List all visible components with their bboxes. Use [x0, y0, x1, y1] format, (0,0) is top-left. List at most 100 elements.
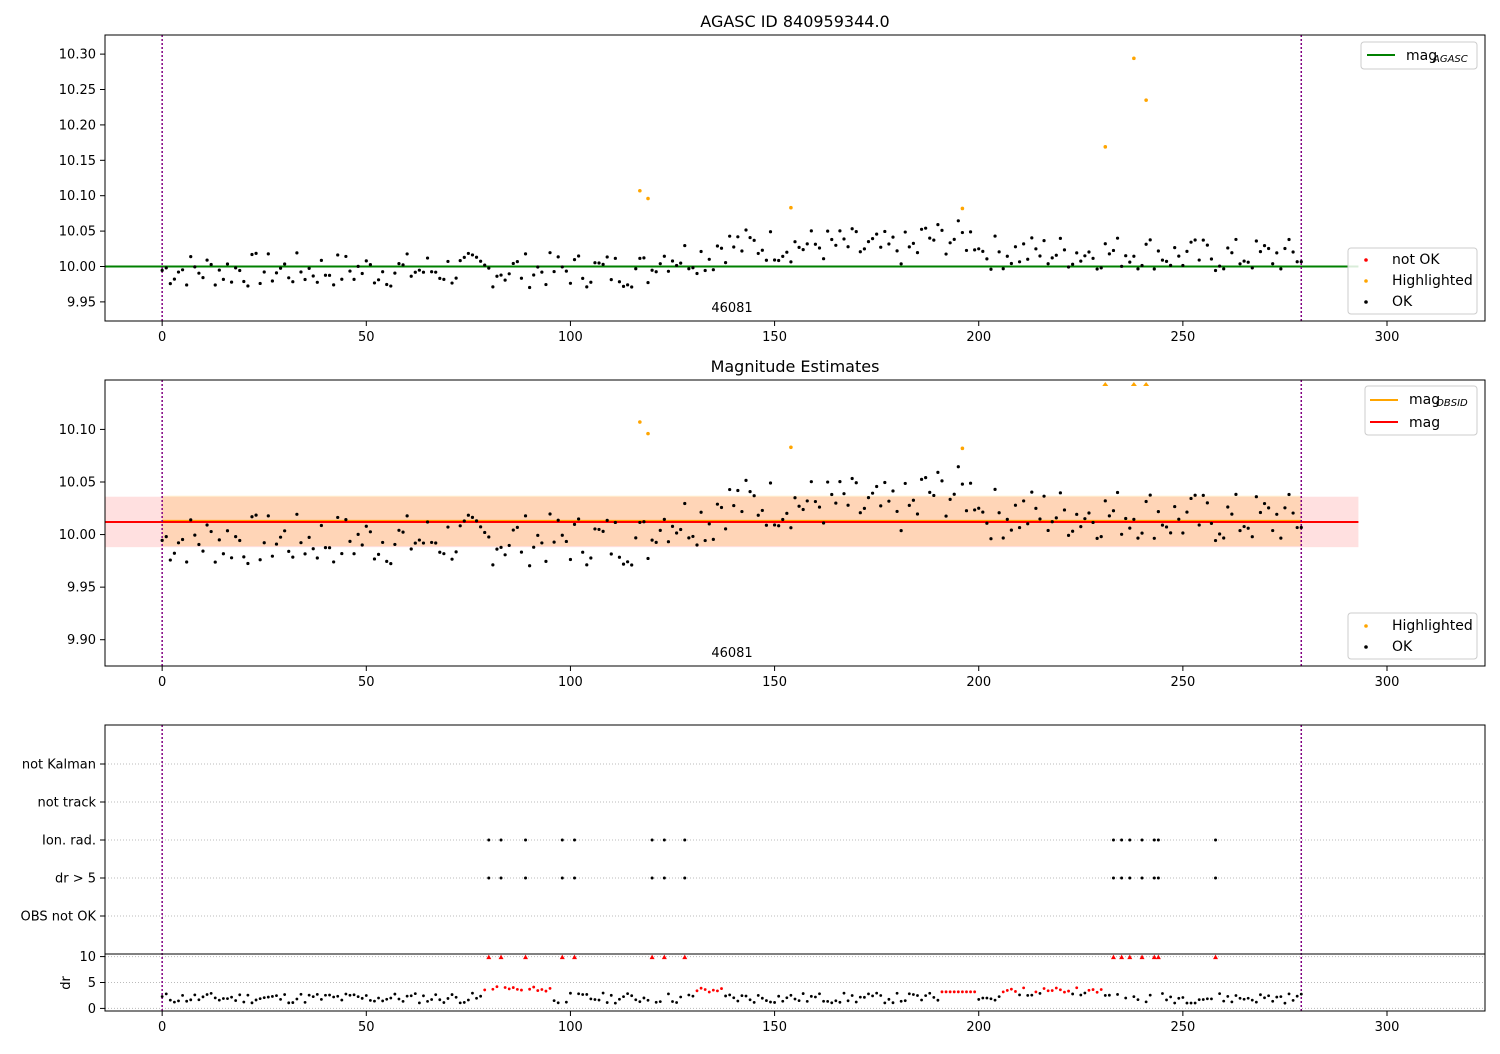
highlighted-point — [960, 206, 965, 211]
ok-point — [891, 235, 895, 239]
dr-point — [201, 995, 205, 999]
dr-point — [830, 1001, 834, 1005]
ok-point — [809, 229, 813, 233]
ok-point — [944, 514, 948, 518]
ok-point — [287, 549, 291, 553]
dr-point-flagged — [969, 990, 972, 994]
ok-point — [160, 268, 164, 272]
dr-clipped-marker — [1213, 954, 1219, 960]
dr-point — [903, 999, 907, 1003]
ok-point — [319, 523, 323, 528]
dr-point-flagged — [1075, 986, 1079, 990]
dr-point — [875, 991, 879, 995]
dr-point — [442, 1001, 446, 1004]
off-scale-marker — [1102, 382, 1109, 386]
ok-point — [740, 249, 744, 253]
ok-point — [1242, 259, 1246, 263]
dr-point — [275, 994, 278, 998]
ok-point — [376, 552, 381, 556]
dr-point — [1299, 992, 1303, 996]
dr-point — [466, 998, 470, 1002]
ok-point — [1095, 267, 1099, 271]
ok-point — [303, 552, 307, 556]
ok-point — [695, 543, 699, 547]
dr-point — [585, 993, 589, 996]
dr-point — [356, 995, 360, 999]
ok-point — [997, 250, 1001, 254]
dr-point-flagged — [544, 989, 548, 993]
dr-tick-label: 5 — [88, 976, 96, 991]
ok-point — [662, 254, 666, 258]
dr-point — [785, 996, 789, 1000]
dr-point — [454, 995, 458, 999]
ok-point — [266, 252, 270, 256]
panel1-frame — [104, 34, 1486, 322]
ok-point — [311, 547, 315, 551]
dr-point-flagged — [548, 986, 552, 990]
dr-point — [234, 999, 238, 1002]
ok-point — [454, 550, 458, 554]
ok-point — [764, 523, 769, 527]
dr-point-flagged — [1087, 988, 1091, 992]
ok-point — [850, 227, 854, 231]
ok-point — [1222, 267, 1226, 271]
ok-point — [1258, 250, 1263, 254]
ok-point — [626, 283, 630, 287]
ok-point — [911, 498, 916, 502]
dr-point-flagged — [699, 986, 703, 990]
ok-point — [189, 255, 193, 259]
y-tick-label: 10.15 — [59, 154, 96, 169]
ok-point — [446, 259, 450, 264]
dr-point-flagged — [536, 989, 540, 992]
ok-point — [850, 476, 854, 481]
ok-point — [940, 479, 944, 483]
ok-point — [1152, 267, 1156, 271]
ok-point — [528, 564, 532, 568]
ok-point — [1148, 493, 1152, 497]
ok-point — [613, 520, 617, 525]
dr-point — [581, 993, 585, 996]
ok-point — [544, 282, 548, 287]
dr-point-flagged — [711, 988, 715, 992]
ok-point — [842, 237, 846, 241]
panel2-line-legend: mag OBSID mag — [1364, 385, 1478, 436]
ok-point — [797, 245, 801, 249]
ok-point — [1262, 501, 1267, 506]
ok-point — [560, 533, 564, 537]
dr-point — [430, 998, 434, 1001]
ok-point — [368, 530, 372, 534]
dr-point — [854, 1000, 858, 1004]
ok-point — [491, 563, 495, 567]
dr-point-flagged — [716, 989, 719, 993]
ok-point — [1250, 266, 1254, 270]
panel3-frame — [104, 724, 1486, 1012]
dr-point — [814, 995, 817, 999]
ok-point — [1148, 238, 1152, 242]
ok-point — [1279, 536, 1283, 540]
ok-point — [572, 258, 577, 262]
ok-point — [638, 520, 642, 525]
y-tick-label: 9.95 — [67, 581, 96, 596]
ok-point — [919, 477, 924, 481]
flag-point — [662, 876, 666, 880]
flag-point — [1140, 838, 1144, 842]
dr-point — [667, 992, 670, 996]
ok-point — [205, 258, 209, 262]
ok-point — [1144, 499, 1148, 504]
ok-point — [732, 503, 736, 508]
ok-point — [862, 506, 867, 511]
panel2-point-legend: Highlighted OK — [1347, 612, 1478, 660]
dr-point-flagged — [1054, 986, 1058, 990]
dr-point — [1271, 999, 1275, 1003]
dr-point — [879, 994, 883, 997]
dr-point — [1287, 992, 1291, 996]
dr-point — [916, 994, 919, 997]
dr-point-flagged — [1009, 987, 1013, 991]
ok-point — [1038, 517, 1042, 521]
x-tick-label: 200 — [966, 330, 991, 345]
dr-point — [368, 998, 372, 1002]
flag-point — [683, 838, 687, 842]
ok-point — [744, 228, 748, 232]
dr-point-flagged — [1095, 990, 1099, 994]
ok-point — [589, 556, 593, 560]
